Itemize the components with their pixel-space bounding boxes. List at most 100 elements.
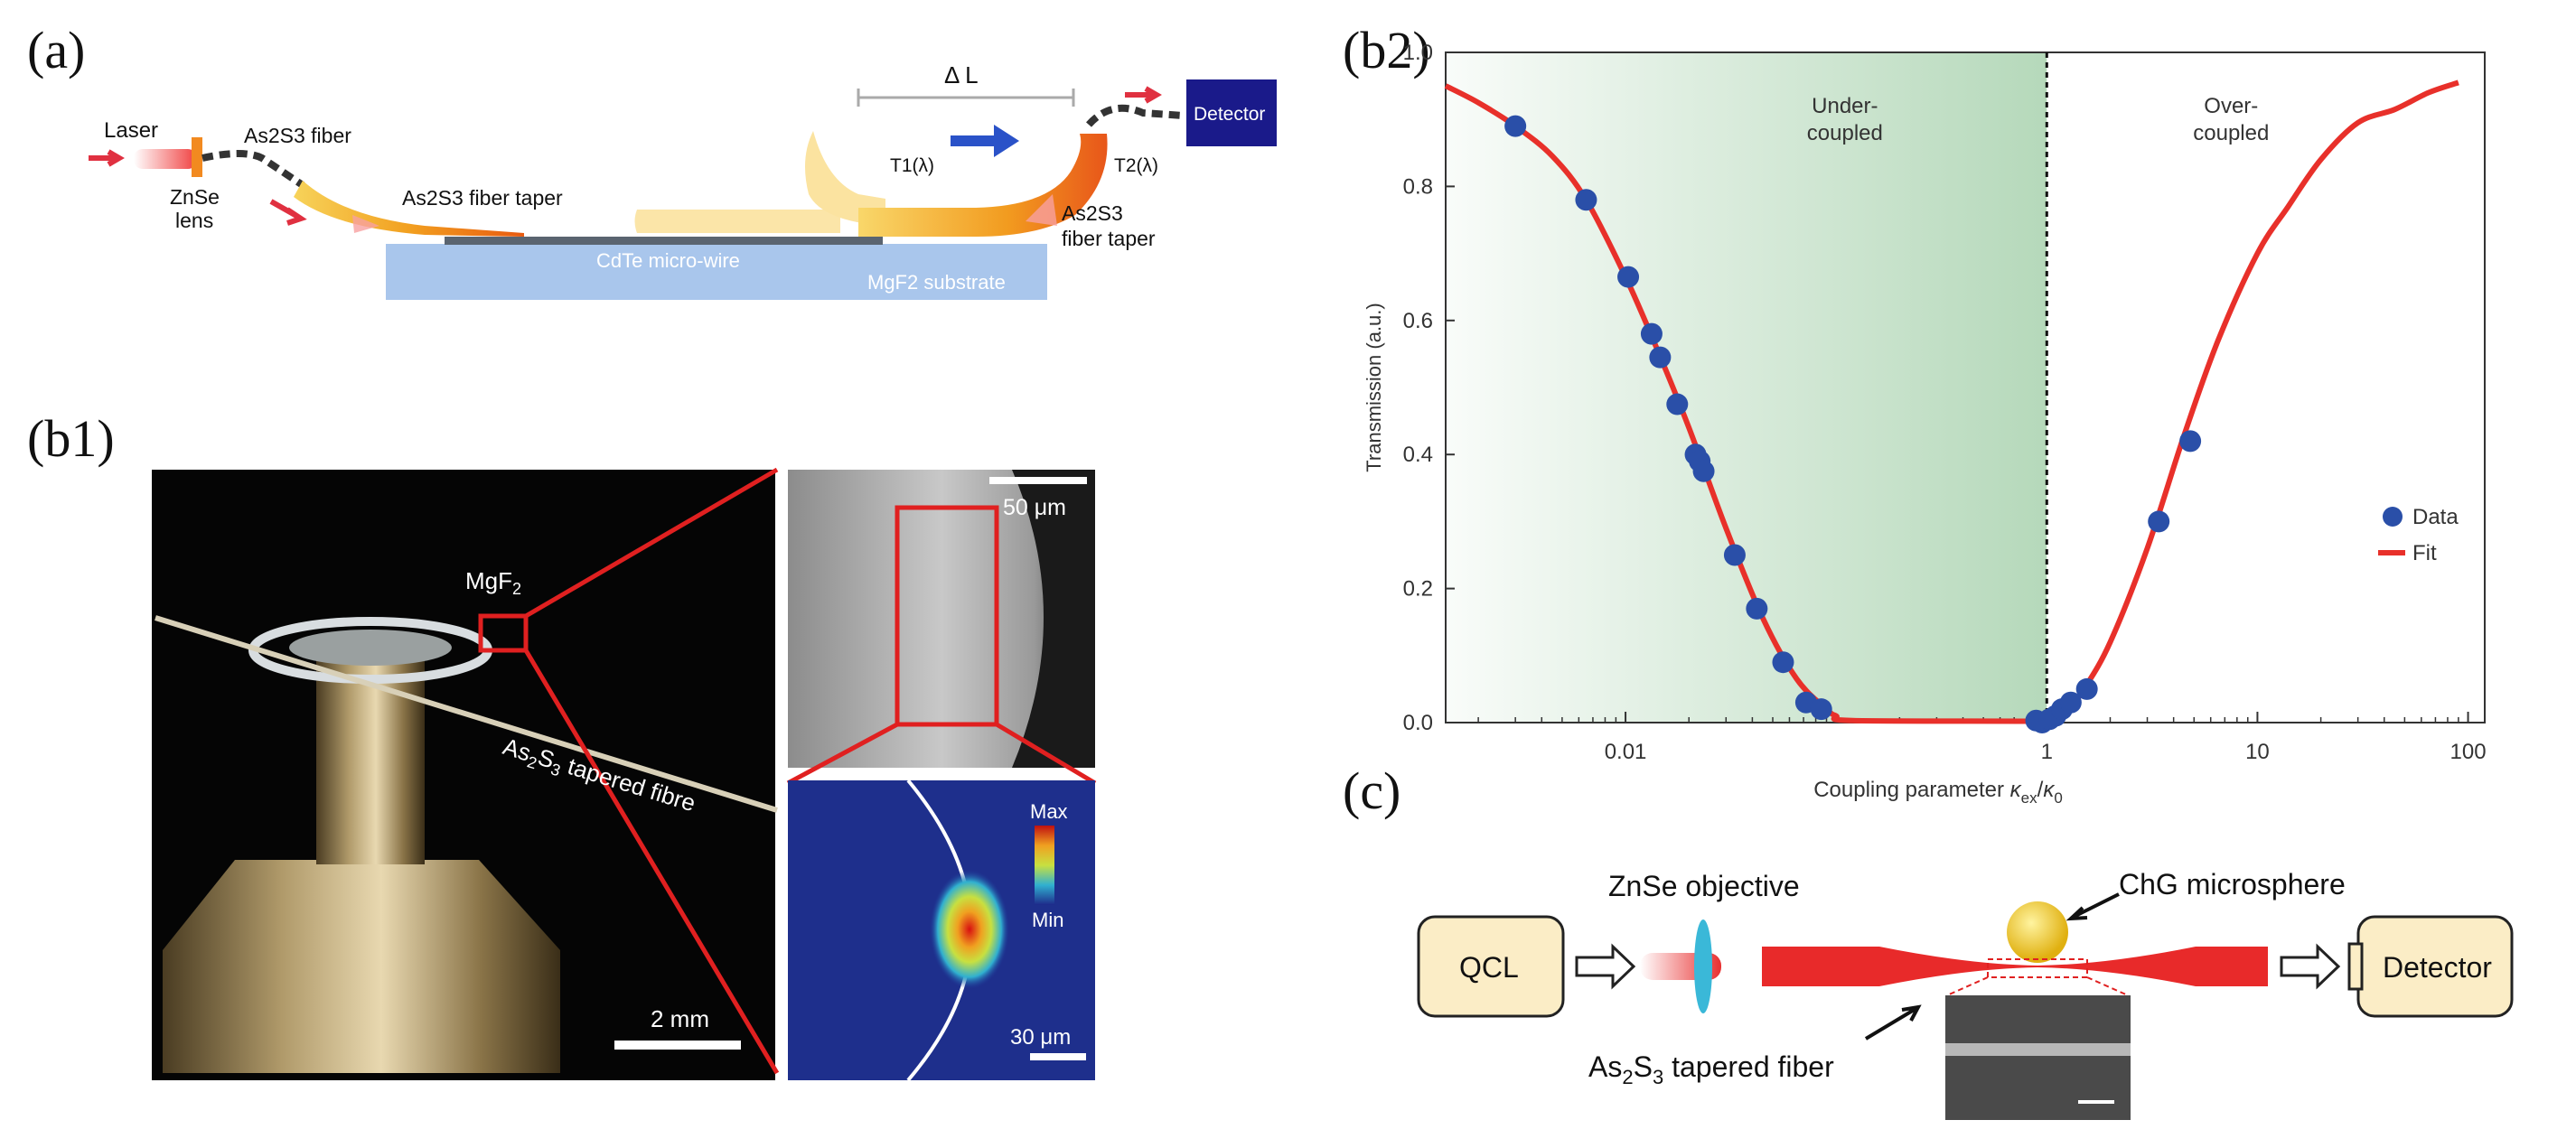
label-right-taper-1: As2S3 bbox=[1062, 201, 1123, 225]
y-tick-label: 0.8 bbox=[1403, 174, 1433, 199]
label-cb-max: Max bbox=[1030, 800, 1068, 823]
qcl-box bbox=[1417, 915, 1565, 1018]
region-label-under-1: Under- bbox=[1812, 94, 1878, 118]
as2s3-fiber-left bbox=[201, 150, 305, 189]
data-point bbox=[1666, 393, 1689, 415]
label-delta-l: Δ L bbox=[944, 61, 979, 89]
label-t2: T2(λ) bbox=[1114, 155, 1158, 176]
label-laser: Laser bbox=[104, 118, 158, 143]
panel-label-b2: (b2) bbox=[1343, 21, 1430, 79]
panel-a-setup-diagram: Laser As2S3 fiber ZnSe lens As2S3 fiber … bbox=[89, 61, 1277, 300]
label-lens: lens bbox=[175, 209, 213, 232]
zoom-line-top bbox=[524, 467, 779, 619]
label-scale-sim: 30 μm bbox=[1010, 1025, 1071, 1050]
region-label-under-2: coupled bbox=[1807, 121, 1883, 145]
label-left-taper: As2S3 fiber taper bbox=[402, 186, 563, 210]
data-point bbox=[2148, 510, 2170, 533]
label-tapered-fiber-c: As2S3 tapered fiber bbox=[1588, 1050, 1834, 1088]
resonator-disk-inner bbox=[289, 630, 452, 666]
znse-objective-lens bbox=[1694, 919, 1712, 1013]
detector-box-a bbox=[1186, 79, 1277, 146]
panel-c-setup-diagram: QCL Detector ZnSe objective ChG microsph… bbox=[1417, 868, 2514, 1120]
label-mgf2-photo: MgF2 bbox=[465, 567, 521, 598]
panel-b2-transmission-chart: Under-coupled Over-coupled 0.0 0.2 0.4 0.6 0.8… bbox=[1363, 41, 2487, 807]
label-qcl: QCL bbox=[1459, 951, 1519, 984]
arrow-to-detector bbox=[2280, 943, 2341, 990]
move-direction-arrow bbox=[951, 125, 1019, 157]
scale-bar-sim bbox=[1030, 1053, 1086, 1060]
colorbar bbox=[1035, 826, 1054, 905]
delta-l-bracket bbox=[857, 89, 1075, 107]
under-coupled-shade bbox=[1446, 52, 2047, 723]
y-tick-label: 0.6 bbox=[1403, 309, 1433, 333]
x-tick-label: 100 bbox=[2450, 740, 2487, 764]
label-as2s3-fiber: As2S3 fiber bbox=[244, 124, 351, 147]
faded-taper-flat bbox=[634, 210, 840, 233]
data-point bbox=[2059, 691, 2082, 714]
region-label-over-1: Over- bbox=[2204, 94, 2258, 118]
faded-taper-curved bbox=[805, 131, 885, 226]
panel-b1-photo-composite: 2 mm MgF2 As2S3 tapered fibre 50 μm Max … bbox=[152, 467, 1097, 1082]
sem-scale-bar bbox=[2078, 1100, 2114, 1104]
label-substrate: MgF2 substrate bbox=[867, 271, 1006, 294]
zoom-line-sem-left bbox=[786, 722, 899, 786]
laser-input-arrow bbox=[89, 149, 125, 167]
label-cb-min: Min bbox=[1032, 909, 1063, 931]
label-chg-microsphere: ChG microsphere bbox=[2119, 868, 2346, 901]
label-cdte-wire: CdTe micro-wire bbox=[596, 249, 740, 272]
cdte-micro-wire bbox=[445, 237, 883, 245]
tapered-fiber-c bbox=[1762, 947, 2268, 986]
data-point bbox=[1575, 189, 1597, 211]
y-axis-label: Transmission (a.u.) bbox=[1363, 303, 1385, 471]
legend-data-label: Data bbox=[2412, 505, 2459, 529]
left-fiber-taper bbox=[294, 181, 524, 237]
y-tick-label: 0.0 bbox=[1403, 711, 1433, 735]
x-tick-label: 10 bbox=[2245, 740, 2270, 764]
x-tick-label: 1 bbox=[2041, 740, 2053, 764]
x-tick-label: 0.01 bbox=[1605, 740, 1647, 764]
panel-label-b1: (b1) bbox=[27, 409, 115, 468]
right-taper-tip-cone bbox=[1026, 194, 1057, 226]
znse-lens bbox=[192, 137, 202, 177]
label-scale-sem: 50 μm bbox=[1003, 495, 1066, 520]
data-point bbox=[1692, 460, 1715, 482]
mgf2-substrate bbox=[386, 244, 1047, 300]
scale-bar-sem bbox=[989, 477, 1087, 484]
data-point bbox=[1810, 698, 1832, 721]
zoom-box-main bbox=[478, 613, 529, 653]
chg-microsphere bbox=[2007, 901, 2068, 963]
left-taper-tip-cone bbox=[352, 215, 379, 233]
y-tick-label: 1.0 bbox=[1403, 41, 1433, 65]
y-tick-label: 0.4 bbox=[1403, 443, 1433, 467]
data-point bbox=[1649, 346, 1672, 369]
pointer-fiber bbox=[1864, 1004, 1922, 1041]
data-point bbox=[1723, 544, 1746, 566]
y-tick-label: 0.2 bbox=[1403, 577, 1433, 602]
label-scale-main: 2 mm bbox=[651, 1005, 709, 1032]
label-t1: T1(λ) bbox=[890, 155, 934, 176]
panel-label-a: (a) bbox=[27, 21, 86, 79]
label-znse-objective: ZnSe objective bbox=[1608, 870, 1800, 902]
x-axis-label: Coupling parameter κex/κ0 bbox=[1813, 778, 2063, 807]
data-point bbox=[1772, 651, 1794, 674]
sem-fiber-line bbox=[1945, 1043, 2131, 1056]
sem-disk-edge bbox=[1012, 470, 1095, 768]
scale-bar-main bbox=[614, 1041, 741, 1050]
data-point bbox=[1746, 597, 1768, 620]
data-point bbox=[2075, 677, 2098, 700]
inset-box bbox=[1987, 958, 2088, 978]
legend-fit-label: Fit bbox=[2412, 541, 2437, 565]
sem-fiber-inset bbox=[1945, 995, 2131, 1120]
detector-window bbox=[2347, 942, 2364, 991]
label-znse: ZnSe bbox=[170, 185, 220, 209]
data-point bbox=[1617, 266, 1640, 288]
detector-red-arrow bbox=[1125, 86, 1162, 104]
data-point bbox=[2179, 430, 2202, 453]
pointer-microsphere bbox=[2065, 892, 2120, 921]
region-label-over-2: coupled bbox=[2193, 121, 2269, 145]
zoom-box-sem bbox=[895, 505, 999, 727]
inset-zoom-lines bbox=[1946, 976, 2129, 996]
tapered-fibre bbox=[155, 615, 778, 813]
panel-label-c: (c) bbox=[1343, 761, 1401, 820]
left-red-arrow bbox=[269, 199, 307, 226]
